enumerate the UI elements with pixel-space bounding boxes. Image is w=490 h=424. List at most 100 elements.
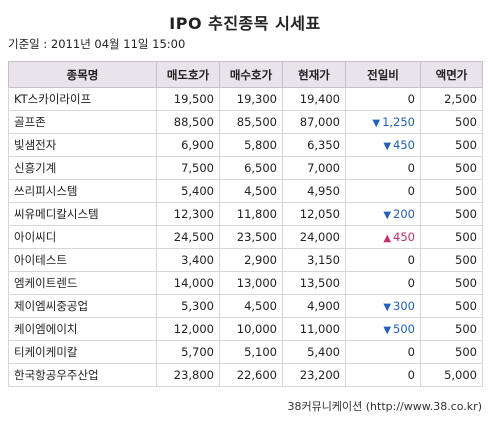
ask-price-cell: 3,400 xyxy=(156,248,220,272)
change-cell: ▼ 300 xyxy=(345,294,421,318)
change-cell: ▼ 450 xyxy=(345,133,421,157)
change-cell: ▼ 200 xyxy=(345,202,421,226)
par-value-cell: 500 xyxy=(420,340,483,364)
ask-price-cell: 12,000 xyxy=(156,317,220,341)
ask-price-cell: 5,300 xyxy=(156,294,220,318)
stock-name-cell: 빛샘전자 xyxy=(8,133,157,157)
ask-price-cell: 5,700 xyxy=(156,340,220,364)
table-header-row: 종목명 매도호가 매수호가 현재가 전일비 액면가 xyxy=(8,61,483,88)
bid-price-cell: 4,500 xyxy=(219,179,283,203)
current-price-cell: 87,000 xyxy=(282,110,346,134)
ask-price-cell: 7,500 xyxy=(156,156,220,180)
bid-price-cell: 85,500 xyxy=(219,110,283,134)
bid-price-cell: 10,000 xyxy=(219,317,283,341)
change-cell: ▼ 1,250 xyxy=(345,110,421,134)
bid-price-cell: 13,000 xyxy=(219,271,283,295)
change-cell: ▼ 500 xyxy=(345,317,421,341)
current-price-cell: 4,900 xyxy=(282,294,346,318)
par-value-cell: 500 xyxy=(420,133,483,157)
stock-name-cell: 골프존 xyxy=(8,110,157,134)
change-value: 500 xyxy=(393,322,415,336)
stock-name-cell: 케이엠에이치 xyxy=(8,317,157,341)
down-arrow-icon: ▼ xyxy=(383,141,392,152)
par-value-cell: 500 xyxy=(420,110,483,134)
column-header-change: 전일비 xyxy=(345,61,421,88)
change-cell: 0 xyxy=(345,156,421,180)
par-value-cell: 5,000 xyxy=(420,363,483,387)
stock-name-cell: 씨유메디칼시스템 xyxy=(8,202,157,226)
change-value: 200 xyxy=(393,207,415,221)
stock-name-cell: KT스카이라이프 xyxy=(8,87,157,111)
column-header-name: 종목명 xyxy=(8,61,157,88)
ask-price-cell: 12,300 xyxy=(156,202,220,226)
ipo-quote-table: 종목명 매도호가 매수호가 현재가 전일비 액면가 KT스카이라이프 19,500… xyxy=(8,61,483,387)
change-cell: 0 xyxy=(345,248,421,272)
bid-price-cell: 6,500 xyxy=(219,156,283,180)
down-arrow-icon: ▼ xyxy=(383,325,392,336)
bid-price-cell: 4,500 xyxy=(219,294,283,318)
table-row: 쓰리피시스템 5,400 4,500 4,950 0 500 xyxy=(8,179,483,203)
ask-price-cell: 24,500 xyxy=(156,225,220,249)
par-value-cell: 500 xyxy=(420,202,483,226)
par-value-cell: 500 xyxy=(420,248,483,272)
stock-name-cell: 엠케이트렌드 xyxy=(8,271,157,295)
ask-price-cell: 23,800 xyxy=(156,363,220,387)
column-header-par: 액면가 xyxy=(420,61,483,88)
change-cell: 0 xyxy=(345,87,421,111)
down-arrow-icon: ▼ xyxy=(372,118,381,129)
change-cell: 0 xyxy=(345,271,421,295)
down-arrow-icon: ▼ xyxy=(383,210,392,221)
par-value-cell: 500 xyxy=(420,156,483,180)
source-credit: 38커뮤니케이션 (http://www.38.co.kr) xyxy=(287,400,482,413)
current-price-cell: 13,500 xyxy=(282,271,346,295)
bid-price-cell: 23,500 xyxy=(219,225,283,249)
column-header-ask: 매도호가 xyxy=(156,61,220,88)
table-row: 엠케이트렌드 14,000 13,000 13,500 0 500 xyxy=(8,271,483,295)
current-price-cell: 7,000 xyxy=(282,156,346,180)
table-row: 제이엠씨중공업 5,300 4,500 4,900 ▼ 300 500 xyxy=(8,294,483,318)
table-row: 신흥기계 7,500 6,500 7,000 0 500 xyxy=(8,156,483,180)
table-row: KT스카이라이프 19,500 19,300 19,400 0 2,500 xyxy=(8,87,483,111)
table-row: 아이테스트 3,400 2,900 3,150 0 500 xyxy=(8,248,483,272)
table-row: 빛샘전자 6,900 5,800 6,350 ▼ 450 500 xyxy=(8,133,483,157)
current-price-cell: 5,400 xyxy=(282,340,346,364)
current-price-cell: 19,400 xyxy=(282,87,346,111)
column-header-price: 현재가 xyxy=(282,61,346,88)
change-value: 450 xyxy=(393,230,415,244)
table-row: 씨유메디칼시스템 12,300 11,800 12,050 ▼ 200 500 xyxy=(8,202,483,226)
change-value: 1,250 xyxy=(382,115,415,129)
down-arrow-icon: ▼ xyxy=(383,302,392,313)
stock-name-cell: 아이테스트 xyxy=(8,248,157,272)
table-row: 골프존 88,500 85,500 87,000 ▼ 1,250 500 xyxy=(8,110,483,134)
table-row: 아이씨디 24,500 23,500 24,000 ▲ 450 500 xyxy=(8,225,483,249)
par-value-cell: 500 xyxy=(420,225,483,249)
stock-name-cell: 신흥기계 xyxy=(8,156,157,180)
par-value-cell: 500 xyxy=(420,317,483,341)
par-value-cell: 500 xyxy=(420,294,483,318)
par-value-cell: 2,500 xyxy=(420,87,483,111)
table-row: 한국항공우주산업 23,800 22,600 23,200 0 5,000 xyxy=(8,363,483,387)
change-cell: 0 xyxy=(345,179,421,203)
change-cell: 0 xyxy=(345,340,421,364)
stock-name-cell: 쓰리피시스템 xyxy=(8,179,157,203)
bid-price-cell: 2,900 xyxy=(219,248,283,272)
par-value-cell: 500 xyxy=(420,271,483,295)
bid-price-cell: 19,300 xyxy=(219,87,283,111)
stock-name-cell: 티케이케미칼 xyxy=(8,340,157,364)
current-price-cell: 4,950 xyxy=(282,179,346,203)
stock-name-cell: 제이엠씨중공업 xyxy=(8,294,157,318)
ask-price-cell: 14,000 xyxy=(156,271,220,295)
up-arrow-icon: ▲ xyxy=(383,233,392,244)
stock-name-cell: 아이씨디 xyxy=(8,225,157,249)
bid-price-cell: 11,800 xyxy=(219,202,283,226)
current-price-cell: 3,150 xyxy=(282,248,346,272)
ask-price-cell: 6,900 xyxy=(156,133,220,157)
page-title: IPO 추진종목 시세표 xyxy=(169,14,321,33)
stock-name-cell: 한국항공우주산업 xyxy=(8,363,157,387)
par-value-cell: 500 xyxy=(420,179,483,203)
column-header-bid: 매수호가 xyxy=(219,61,283,88)
current-price-cell: 24,000 xyxy=(282,225,346,249)
ask-price-cell: 5,400 xyxy=(156,179,220,203)
change-value: 450 xyxy=(393,138,415,152)
current-price-cell: 6,350 xyxy=(282,133,346,157)
